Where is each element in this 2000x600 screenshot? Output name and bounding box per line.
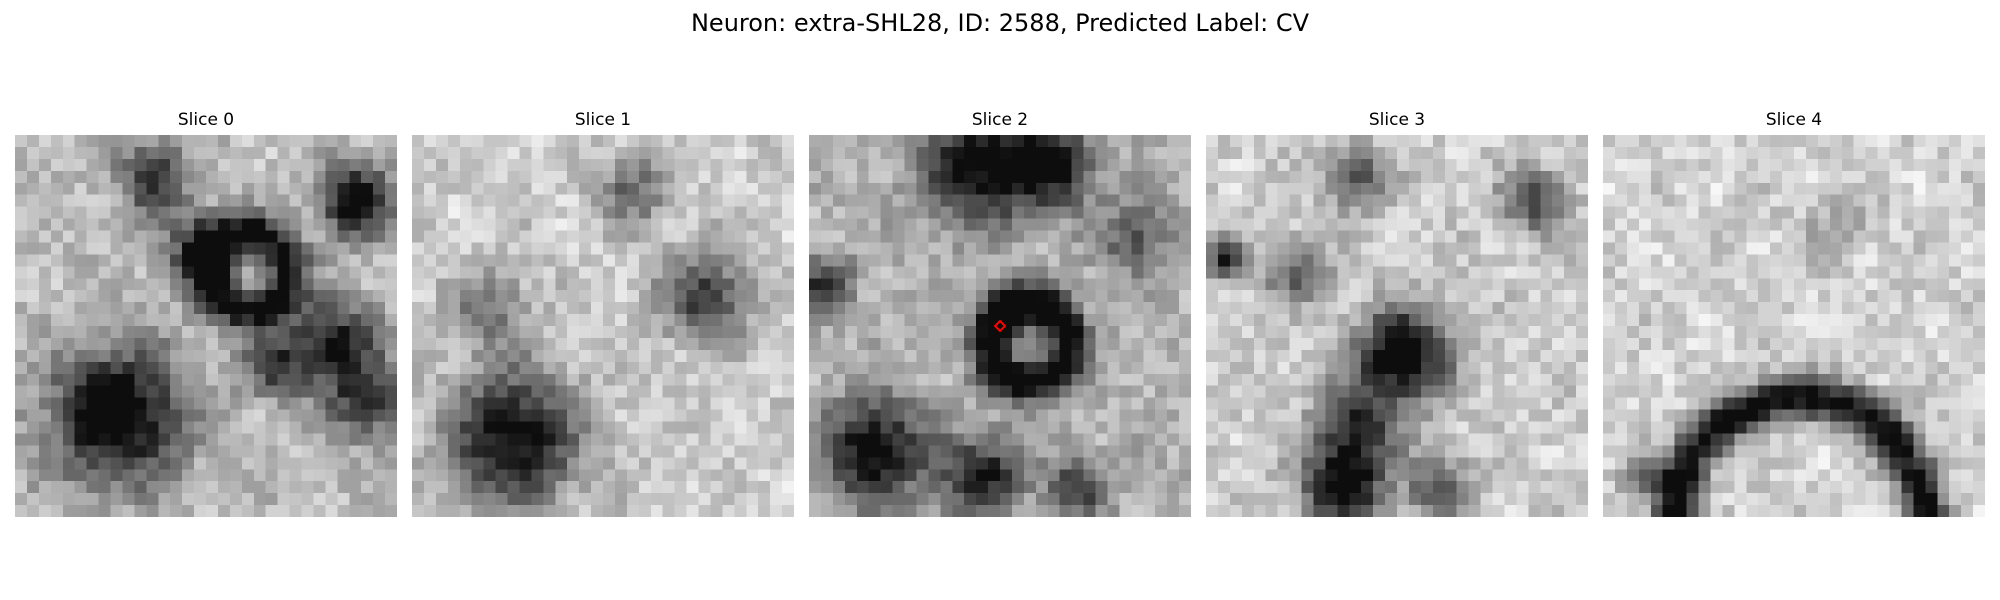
slice-panel-1: Slice 1 — [412, 108, 794, 517]
slice-title: Slice 1 — [574, 110, 632, 130]
slice-image — [1206, 135, 1588, 517]
slice-panel-4: Slice 4 — [1603, 108, 1985, 517]
slice-panel-0: Slice 0 — [15, 108, 397, 517]
slice-title: Slice 4 — [1765, 110, 1823, 130]
slice-image — [809, 135, 1191, 517]
figure-title: Neuron: extra-SHL28, ID: 2588, Predicted… — [690, 9, 1310, 37]
slice-panel-2: Slice 2 — [809, 108, 1191, 517]
slice-title: Slice 3 — [1368, 110, 1426, 130]
slice-title: Slice 2 — [971, 110, 1029, 130]
slice-title: Slice 0 — [177, 110, 235, 130]
slice-image — [1603, 135, 1985, 517]
slice-image — [412, 135, 794, 517]
slice-panel-3: Slice 3 — [1206, 108, 1588, 517]
slice-image — [15, 135, 397, 517]
